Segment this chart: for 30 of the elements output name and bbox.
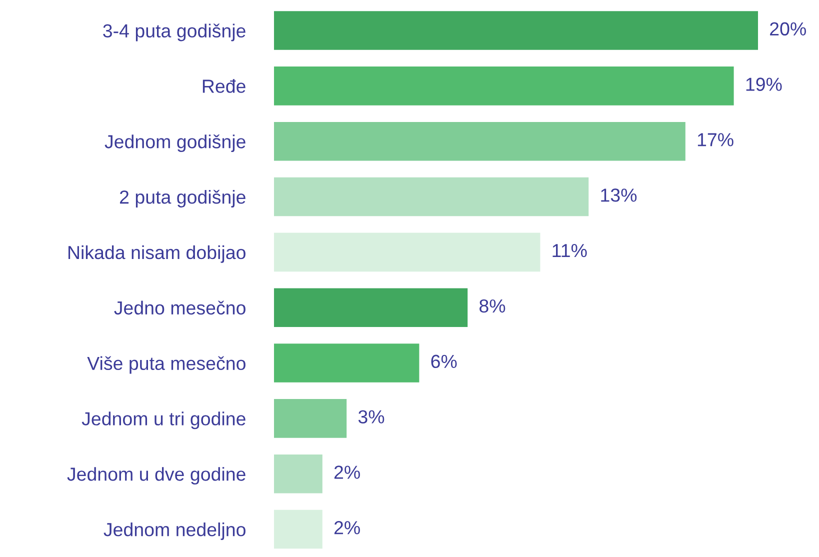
bar <box>274 122 686 161</box>
y-tick-label: Jedno mesečno <box>114 300 246 315</box>
bar <box>274 454 322 494</box>
data-label: 17% <box>698 133 734 146</box>
data-label: 2% <box>334 521 360 534</box>
y-tick-label: Više puta mesečno <box>87 356 246 374</box>
data-label: 19% <box>746 78 782 91</box>
bar <box>274 11 758 50</box>
bar <box>274 344 420 382</box>
bar <box>274 399 347 438</box>
bar <box>274 232 540 272</box>
data-label: 2% <box>334 466 360 479</box>
y-tick-label: 2 puta godišnje <box>120 190 246 208</box>
data-label: 11% <box>552 244 587 258</box>
bar <box>274 288 468 327</box>
y-tick-label: Jednom u tri godine <box>82 412 246 430</box>
y-tick-label: Jednom u dve godine <box>67 467 246 485</box>
y-tick-label: Ređe <box>202 79 246 93</box>
bar <box>274 66 734 106</box>
y-tick-label: 3-4 puta godišnje <box>103 24 246 42</box>
data-label: 13% <box>601 188 637 202</box>
data-label: 6% <box>431 354 457 368</box>
y-tick-label: Jednom nedeljno <box>104 522 246 540</box>
bar <box>274 510 322 549</box>
data-label: 20% <box>770 22 806 36</box>
data-label: 8% <box>480 299 506 313</box>
data-label: 3% <box>358 410 384 424</box>
y-tick-label: Jednom godišnje <box>104 134 246 152</box>
y-tick-label: Nikada nisam dobijao <box>68 245 246 263</box>
bar <box>274 177 589 216</box>
